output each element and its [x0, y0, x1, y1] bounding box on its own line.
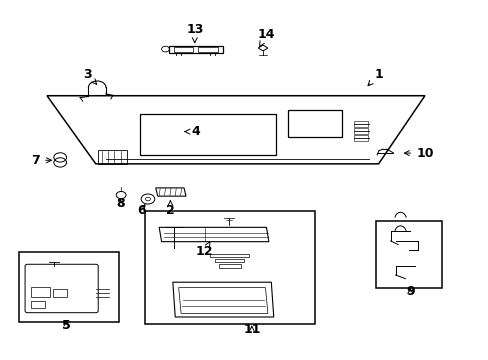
Text: 9: 9 — [405, 285, 414, 298]
Text: 13: 13 — [186, 23, 203, 42]
Text: 7: 7 — [31, 154, 51, 167]
Text: 8: 8 — [116, 197, 125, 210]
Bar — [353, 128, 367, 134]
Text: 5: 5 — [62, 319, 71, 332]
Bar — [173, 46, 193, 51]
Text: 6: 6 — [137, 204, 145, 217]
Text: 10: 10 — [404, 147, 433, 159]
Text: 11: 11 — [243, 323, 260, 336]
Text: 12: 12 — [195, 242, 213, 258]
Text: 1: 1 — [367, 68, 382, 86]
Bar — [353, 121, 367, 127]
Bar — [31, 287, 50, 297]
Text: 14: 14 — [257, 28, 275, 47]
Bar — [219, 264, 241, 268]
Bar — [53, 289, 67, 297]
Bar — [210, 253, 249, 257]
Bar — [198, 46, 217, 51]
Bar — [375, 221, 441, 288]
Bar — [31, 301, 45, 309]
Text: 3: 3 — [83, 68, 97, 84]
Text: 4: 4 — [184, 125, 200, 138]
Text: 2: 2 — [165, 201, 174, 217]
Bar — [353, 135, 367, 140]
Bar — [144, 211, 315, 324]
Bar — [215, 259, 244, 262]
Bar — [19, 252, 119, 321]
